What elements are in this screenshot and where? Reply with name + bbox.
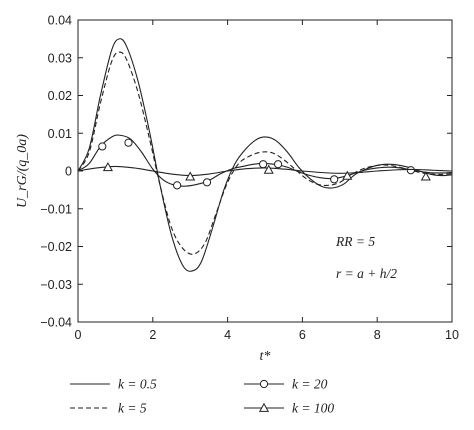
series-marker-2 — [406, 166, 415, 175]
legend-item-3: k = 100 — [244, 401, 334, 416]
legend-marker-3 — [258, 402, 270, 412]
annotation-rr: RR = 5 — [335, 234, 375, 249]
legend-label-0: k = 0.5 — [118, 377, 157, 392]
series-marker-3 — [102, 161, 113, 172]
series-marker-3 — [420, 171, 431, 181]
y-tick-label: 0.01 — [48, 127, 72, 141]
y-tick-label: 0.04 — [48, 14, 72, 28]
legend-label-2: k = 20 — [292, 377, 328, 392]
x-tick-label: 0 — [75, 328, 82, 342]
series-marker-2 — [98, 142, 107, 151]
y-tick-label: −0.01 — [40, 202, 72, 216]
y-tick-label: −0.03 — [40, 278, 72, 292]
series-line-1 — [77, 51, 453, 255]
x-tick-label: 10 — [445, 328, 459, 342]
series-marker-2 — [330, 175, 339, 184]
legend-label-3: k = 100 — [292, 401, 334, 416]
annotation-r: r = a + h/2 — [336, 266, 397, 281]
axis-ticks-group: 0 2 4 6 8 10 0.04 0.03 0.02 0.01 0 −0.01 −0.02 −0.03 −… — [40, 14, 459, 343]
x-tick-label: 8 — [374, 328, 381, 342]
series-marker-2 — [273, 160, 283, 169]
x-axis-label: t* — [260, 349, 271, 364]
y-tick-label: 0.03 — [48, 51, 72, 65]
x-tick-label: 4 — [224, 328, 231, 342]
series-line-0 — [77, 38, 453, 272]
series-marker-3 — [342, 170, 353, 180]
y-tick-label: 0.02 — [48, 89, 72, 103]
series-marker-2 — [124, 138, 133, 147]
legend-item-2: k = 20 — [244, 377, 328, 392]
series-marker-3 — [263, 164, 274, 174]
series-marker-3 — [185, 171, 196, 181]
legend: k = 0.5 k = 5 k = 20 k = 100 — [70, 377, 334, 416]
y-tick-label: 0 — [65, 165, 72, 179]
legend-item-0: k = 0.5 — [70, 377, 157, 392]
y-tick-label: −0.04 — [40, 316, 72, 330]
series-line-3 — [77, 165, 453, 177]
series-marker-2 — [173, 181, 182, 190]
legend-item-1: k = 5 — [70, 401, 147, 416]
x-tick-label: 2 — [149, 328, 156, 342]
series-marker-2 — [259, 160, 268, 169]
legend-label-1: k = 5 — [118, 401, 147, 416]
legend-marker-2 — [259, 379, 269, 389]
y-tick-label: −0.02 — [40, 240, 72, 254]
x-tick-label: 6 — [299, 328, 306, 342]
y-axis-label: U_rG/(q_0a) — [15, 134, 30, 208]
series-marker-2 — [202, 178, 212, 187]
plot-series-group — [77, 38, 453, 272]
